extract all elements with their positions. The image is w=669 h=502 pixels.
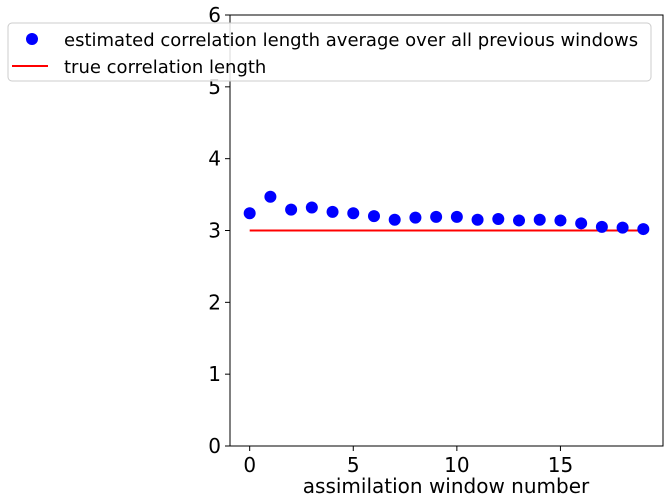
legend-box <box>7 22 652 82</box>
x-tick-label: 15 <box>548 453 573 477</box>
data-point <box>513 214 526 227</box>
data-point <box>285 203 298 216</box>
legend-label-true: true correlation length <box>64 57 266 78</box>
data-point <box>554 214 567 227</box>
y-tick-label: 3 <box>208 219 221 243</box>
data-point <box>326 205 339 218</box>
data-point <box>616 221 629 234</box>
series-layer <box>243 190 650 236</box>
data-point <box>533 213 546 226</box>
data-point <box>471 213 484 226</box>
y-tick-label: 2 <box>208 290 221 314</box>
data-point <box>575 217 588 230</box>
data-point <box>305 201 318 214</box>
y-tick-label: 6 <box>208 3 221 27</box>
x-axis-label: assimilation window number <box>303 474 590 498</box>
data-point <box>264 190 277 203</box>
y-tick-label: 4 <box>208 147 221 171</box>
data-point <box>492 213 505 226</box>
legend: estimated correlation length average ove… <box>7 22 652 82</box>
x-tick-label: 10 <box>444 453 469 477</box>
legend-label-estimated: estimated correlation length average ove… <box>64 30 638 51</box>
data-point <box>430 210 443 223</box>
data-point <box>450 210 463 223</box>
data-point <box>409 211 422 224</box>
legend-marker-estimated <box>26 33 38 45</box>
data-point <box>367 210 380 223</box>
x-tick-label: 5 <box>347 453 360 477</box>
data-point <box>637 223 650 236</box>
y-tick-label: 0 <box>208 434 221 458</box>
x-tick-label: 0 <box>243 453 256 477</box>
data-point <box>595 220 608 233</box>
x-axis: 0 5 10 15 <box>243 446 573 477</box>
data-point <box>347 207 360 220</box>
data-point <box>243 207 256 220</box>
data-point <box>388 213 401 226</box>
y-tick-label: 1 <box>208 362 221 386</box>
